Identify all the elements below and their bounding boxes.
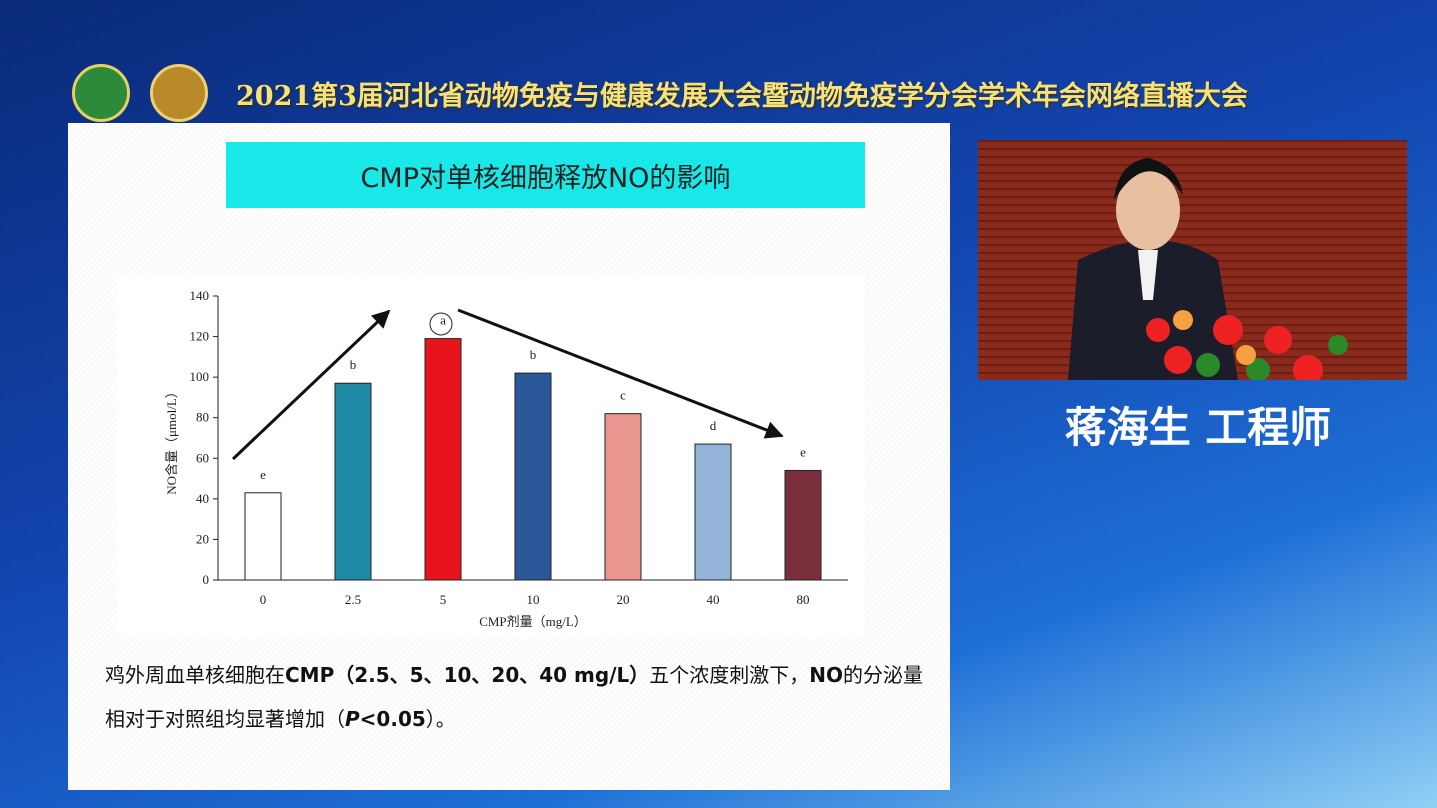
bar (694, 443, 732, 581)
caption-text: NO (809, 663, 843, 687)
bar (244, 492, 282, 581)
slide: CMP对单核细胞释放NO的影响 鸡外周血单核细胞在CMP（2.5、5、10、20… (68, 123, 950, 790)
caption-text: P (345, 707, 360, 731)
caption-text: 鸡外周血单核细胞在 (105, 663, 285, 687)
significance-letter: a (440, 313, 446, 328)
bar (604, 413, 642, 581)
y-tick-label: 100 (190, 369, 210, 384)
y-tick-label: 60 (196, 450, 209, 465)
bar (424, 338, 462, 581)
x-tick-label: 0 (260, 592, 267, 607)
caption-text: 五个浓度刺激下， (649, 663, 810, 687)
chart-area (117, 275, 865, 638)
x-tick-label: 10 (527, 592, 540, 607)
trend-arrow (231, 309, 391, 461)
x-tick-label: 40 (707, 592, 720, 607)
bar (784, 469, 822, 581)
significance-letter: b (530, 347, 537, 362)
y-tick-label: 20 (196, 531, 209, 546)
x-tick-label: 5 (440, 592, 447, 607)
speaker-name: 蒋海生 工程师 (1064, 403, 1332, 452)
video-feed (978, 140, 1407, 380)
x-tick-label: 2.5 (345, 592, 361, 607)
trend-arrow (457, 308, 784, 439)
logo (72, 64, 130, 122)
y-tick-label: 80 (196, 410, 209, 425)
y-tick-label: 40 (196, 491, 209, 506)
bar (334, 382, 372, 581)
caption-text: ）。 (425, 707, 456, 731)
y-axis-label: NO含量（μmol/L） (164, 385, 179, 495)
x-tick-label: 20 (617, 592, 630, 607)
y-tick-label: 120 (190, 329, 210, 344)
x-tick-label: 80 (797, 592, 810, 607)
significance-letter: d (710, 418, 717, 433)
significance-letter: e (800, 444, 806, 459)
x-axis-label: CMP剂量（mg/L） (479, 614, 587, 629)
logo (150, 64, 208, 122)
caption-text: <0.05 (359, 707, 426, 731)
speaker-video (1068, 158, 1348, 380)
header-title: 2021第3届河北省动物免疫与健康发展大会暨动物免疫学分会学术年会网络直播大会 (236, 81, 1248, 112)
significance-letter: c (620, 388, 626, 403)
caption: 鸡外周血单核细胞在CMP（2.5、5、10、20、40 mg/L）五个浓度刺激下… (105, 653, 935, 741)
y-tick-label: 0 (203, 572, 210, 587)
y-tick-label: 140 (190, 288, 210, 303)
slide-title: CMP对单核细胞释放NO的影响 (226, 142, 865, 208)
highlight-circle (429, 312, 453, 336)
caption-text: CMP（2.5、5、10、20、40 mg/L） (285, 663, 650, 687)
significance-letter: b (350, 357, 357, 372)
bar (514, 372, 552, 581)
significance-letter: e (260, 467, 266, 482)
caption-text: 的分泌量相对于对照组均显著增加（ (105, 663, 923, 731)
